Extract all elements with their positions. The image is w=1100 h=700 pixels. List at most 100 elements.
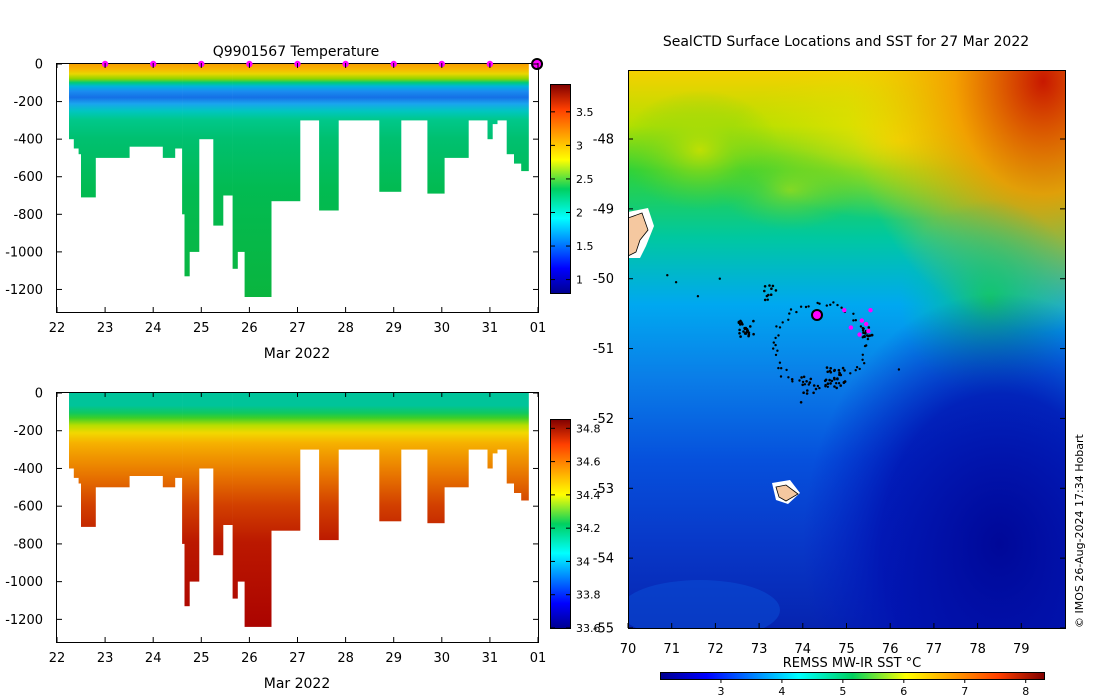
temperature-profiles	[69, 64, 529, 297]
track-dot-124	[774, 343, 777, 347]
temperature-x-tick-label-1: 23	[97, 321, 114, 336]
salinity-profile-29	[506, 393, 515, 484]
track-dot-112	[804, 305, 808, 309]
salinity-axes: 22 23 24 25 26 27 28 29 30 31 01 0 -200 -400 -600 -800 -…	[5, 387, 546, 667]
temperature-profile-2	[78, 64, 82, 155]
salinity-profile-30	[514, 393, 522, 493]
map-cbar-label-1: 4	[778, 685, 785, 698]
track-dot-88	[802, 375, 806, 379]
map-x-tick-label-1: 71	[663, 642, 680, 657]
track-dot-147	[854, 369, 857, 372]
track-dot-130	[780, 367, 783, 370]
track-dot-108	[825, 304, 828, 307]
track-dot-141	[826, 385, 829, 388]
salinity-profile-17	[271, 393, 301, 531]
salinity-profile-9	[184, 393, 190, 607]
salinity-profile-5	[129, 393, 164, 476]
temperature-profile-9	[184, 64, 190, 277]
track-dot-92	[805, 392, 809, 395]
temperature-x-tick-label-7: 29	[385, 321, 402, 336]
salinity-cbar-label-2: 34	[576, 555, 590, 568]
map-y-tick-label-5: -53	[593, 482, 614, 497]
track-dot-33	[833, 377, 836, 381]
track-dot-24	[746, 329, 749, 333]
salinity-profile-31	[521, 393, 529, 501]
track-dot-77	[763, 289, 766, 293]
track-dot-113	[799, 305, 803, 308]
track-dot-79	[771, 284, 775, 288]
track-dot-89	[805, 380, 808, 383]
map-y-tick-label-1: -49	[593, 202, 614, 217]
temperature-cbar-label-1: 1.5	[576, 240, 594, 253]
temperature-profile-19	[319, 64, 339, 211]
track-dot-139	[818, 386, 821, 390]
map-x-tick-label-7: 77	[926, 642, 943, 657]
salinity-cbar-label-4: 34.4	[576, 489, 601, 502]
track-dot-48	[833, 368, 836, 372]
salinity-y-tick-label-2: -400	[13, 462, 43, 477]
salinity-profile-4	[95, 393, 130, 488]
track-dot-8	[747, 333, 751, 337]
temperature-profile-8	[182, 64, 185, 215]
track-dot-13	[752, 332, 755, 336]
map-cbar-label-4: 7	[961, 685, 968, 698]
temperature-profile-7	[174, 64, 183, 149]
recent-position-2	[857, 332, 862, 337]
map-colorbar-scale	[660, 672, 1045, 680]
track-dot-145	[843, 380, 847, 383]
temperature-profile-24	[444, 64, 469, 158]
track-dot-34	[829, 382, 832, 385]
track-dot-115	[789, 308, 793, 311]
track-dot-84	[800, 376, 803, 379]
temperature-profile-18	[299, 64, 320, 121]
track-dot-138	[816, 384, 820, 388]
temperature-profile-23	[427, 64, 445, 194]
temperature-profile-6	[162, 64, 176, 158]
temperature-profile-14	[232, 64, 238, 269]
map-frame	[628, 70, 1066, 629]
seal-track-dots	[666, 274, 901, 404]
track-dot-122	[774, 336, 777, 340]
track-dot-23	[744, 332, 747, 335]
salinity-y-tick-label-0: 0	[35, 387, 43, 402]
track-dot-121	[777, 334, 780, 337]
track-dot-152	[861, 353, 864, 356]
temperature-y-tick-label-4: -800	[13, 208, 43, 223]
temperature-colorbar-scale	[550, 84, 571, 294]
temperature-profile-3	[81, 64, 96, 198]
salinity-x-tick-label-5: 27	[289, 651, 306, 666]
track-dot-35	[839, 384, 842, 387]
salinity-x-tick-label-1: 23	[97, 651, 114, 666]
map-cbar-label-5: 8	[1022, 685, 1029, 698]
track-dot-123	[772, 341, 775, 344]
track-dot-106	[832, 301, 835, 304]
track-dot-133	[791, 380, 794, 383]
salinity-profile-26	[487, 393, 493, 469]
salinity-x-tick-label-9: 31	[482, 651, 499, 666]
map-y-tick-label-0: -48	[593, 133, 614, 148]
track-dot-74	[763, 285, 767, 288]
temperature-cbar-label-4: 3	[576, 139, 583, 152]
temperature-profile-29	[506, 64, 515, 155]
track-dot-140	[824, 385, 827, 388]
salinity-profile-3	[81, 393, 96, 527]
track-dot-27	[833, 385, 836, 388]
salinity-section-plot: 22 23 24 25 26 27 28 29 30 31 01 0 -200 -400 -600 -800 -…	[5, 387, 600, 693]
track-dot-95	[866, 337, 870, 341]
temperature-cbar-label-2: 2	[576, 206, 583, 219]
map-colorbar: 3 4 5 6 7 8	[660, 672, 1045, 698]
salinity-y-tick-label-5: -1000	[5, 575, 43, 590]
recent-position-4	[866, 328, 871, 334]
track-dot-38	[843, 369, 846, 372]
track-dot-20	[742, 330, 745, 333]
map-y-tick-label-2: -50	[593, 272, 614, 287]
track-dot-151	[861, 358, 864, 361]
track-dot-76	[765, 294, 769, 298]
temperature-x-tick-label-9: 31	[482, 321, 499, 336]
track-dot-102	[852, 312, 855, 315]
track-dot-98	[861, 329, 865, 332]
salinity-profile-22	[400, 393, 428, 450]
track-dot-53	[838, 372, 842, 376]
salinity-profile-27	[492, 393, 498, 454]
track-dot-49	[836, 377, 839, 380]
